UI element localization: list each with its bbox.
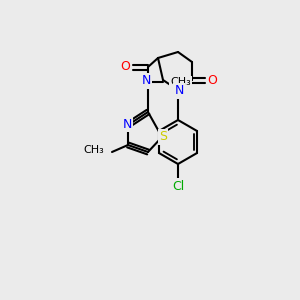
Text: N: N [141, 74, 151, 88]
Text: O: O [120, 61, 130, 74]
Text: CH₃: CH₃ [83, 145, 104, 155]
Text: O: O [207, 74, 217, 86]
Text: N: N [174, 85, 184, 98]
Text: N: N [122, 118, 132, 130]
Text: Cl: Cl [172, 179, 184, 193]
Text: CH₃: CH₃ [170, 77, 191, 87]
Text: S: S [159, 130, 167, 143]
